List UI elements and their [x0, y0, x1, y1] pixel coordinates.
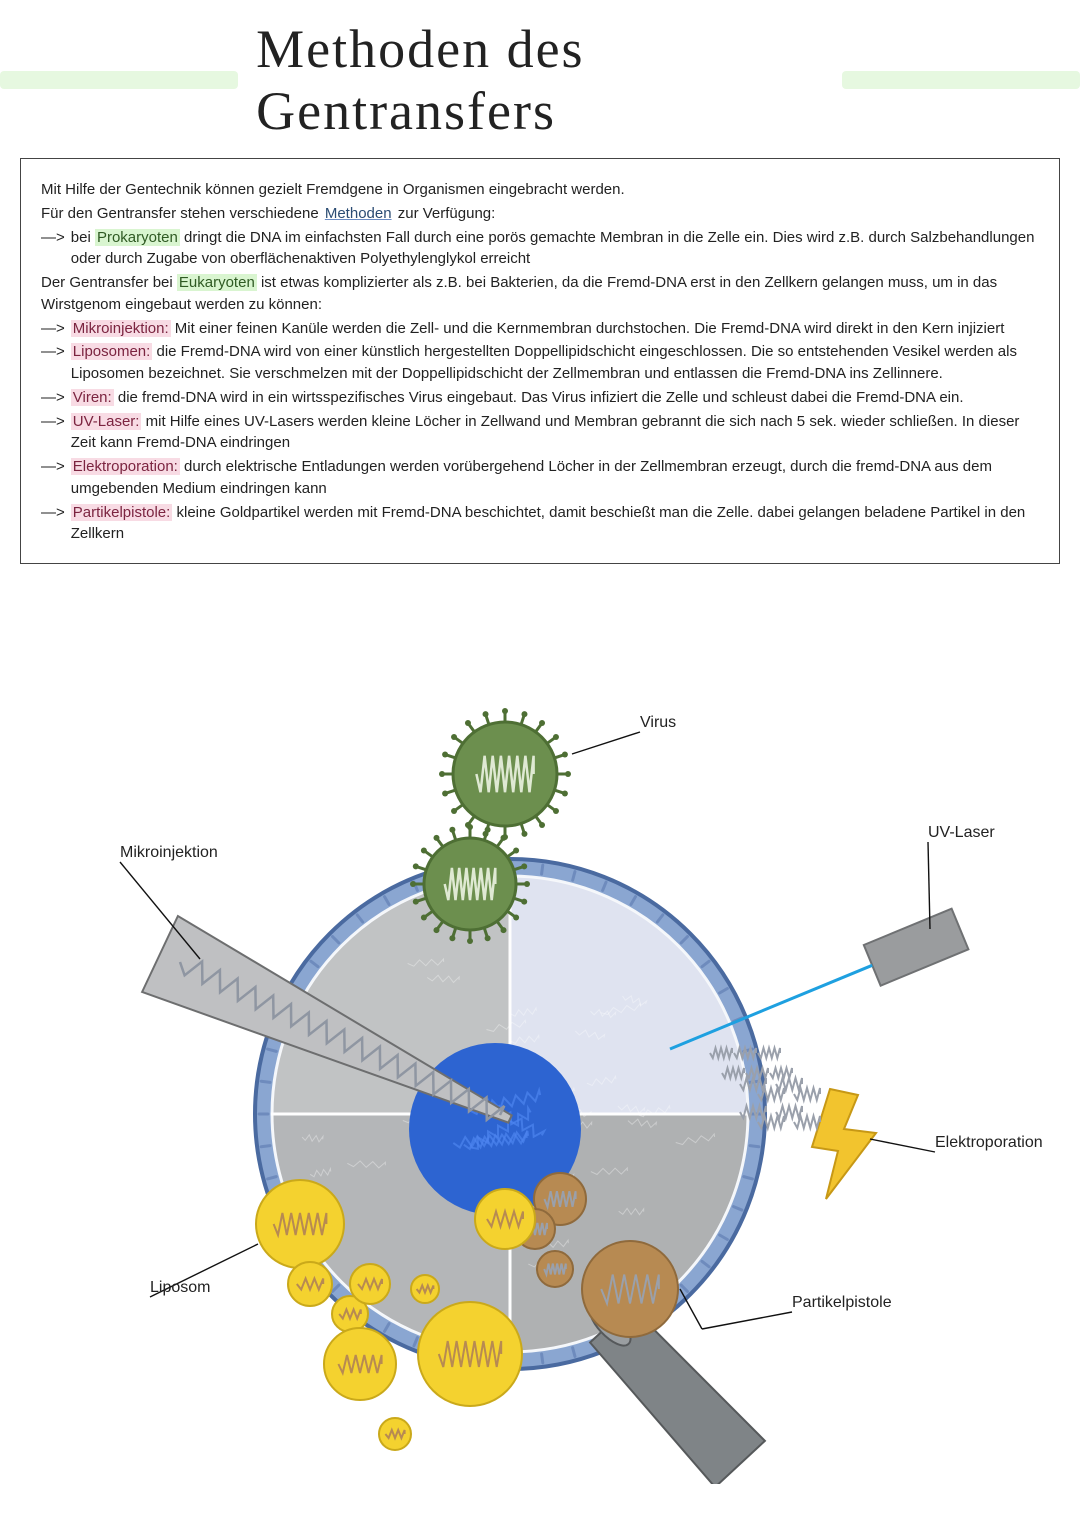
- method-text: kleine Goldpartikel werden mit Fremd-DNA…: [71, 504, 1026, 543]
- method-line: —> Liposomen: die Fremd-DNA wird von eine…: [41, 341, 1039, 385]
- arrow-icon: —>: [41, 387, 65, 409]
- arrow-icon: —>: [41, 502, 65, 546]
- method-hl: UV-Laser:: [71, 413, 142, 430]
- prokaryote-line: —> bei Prokaryoten dringt die DNA im ein…: [41, 227, 1039, 271]
- method-text: die fremd-DNA wird in ein wirtsspezifisc…: [114, 389, 964, 406]
- method-text: durch elektrische Entladungen werden vor…: [71, 458, 992, 497]
- intro-line-1: Mit Hilfe der Gentechnik können gezielt …: [41, 179, 1039, 201]
- method-text: Mit einer feinen Kanüle werden die Zell-…: [171, 320, 1005, 337]
- method-hl: Mikroinjektion:: [71, 320, 171, 337]
- intro2-b: zur Verfügung:: [394, 205, 496, 222]
- diagram-label: Mikroinjektion: [120, 844, 218, 862]
- arrow-icon: —>: [41, 411, 65, 455]
- euk-a: Der Gentransfer bei: [41, 274, 177, 291]
- arrow-icon: —>: [41, 318, 65, 340]
- method-line: —> Elektroporation: durch elektrische Ent…: [41, 456, 1039, 500]
- method-line: —> Viren: die fremd-DNA wird in ein wirts…: [41, 387, 1039, 409]
- diagram-gene-transfer: Virus UV-Laser Elektroporation Partikelpist…: [0, 584, 1080, 1484]
- intro2-a: Für den Gentransfer stehen verschiedene: [41, 205, 323, 222]
- arrow-icon: —>: [41, 227, 65, 271]
- method-text: die Fremd-DNA wird von einer künstlich h…: [71, 343, 1017, 382]
- title-band-left: [0, 71, 238, 89]
- arrow-icon: —>: [41, 341, 65, 385]
- method-hl: Partikelpistole:: [71, 504, 173, 521]
- diagram-label: Liposom: [150, 1279, 210, 1297]
- intro2-hl: Methoden: [323, 205, 394, 222]
- method-hl: Liposomen:: [71, 343, 153, 360]
- prok-b: dringt die DNA im einfachsten Fall durch…: [71, 229, 1035, 268]
- diagram-label: Partikelpistole: [792, 1294, 892, 1312]
- info-box: Mit Hilfe der Gentechnik können gezielt …: [20, 158, 1060, 564]
- arrow-icon: —>: [41, 456, 65, 500]
- diagram-label: Elektroporation: [935, 1134, 1043, 1152]
- method-hl: Viren:: [71, 389, 114, 406]
- prok-hl: Prokaryoten: [95, 229, 180, 246]
- method-line: —> UV-Laser: mit Hilfe eines UV-Lasers we…: [41, 411, 1039, 455]
- diagram-svg: [0, 584, 1080, 1484]
- prok-a: bei: [71, 229, 95, 246]
- page-title-row: Methoden des Gentransfers: [0, 18, 1080, 142]
- title-band-right: [842, 71, 1080, 89]
- diagram-label: Virus: [640, 714, 676, 732]
- intro-line-2: Für den Gentransfer stehen verschiedene …: [41, 203, 1039, 225]
- eukaryote-line: Der Gentransfer bei Eukaryoten ist etwas…: [41, 272, 1039, 316]
- method-text: mit Hilfe eines UV-Lasers werden kleine …: [71, 413, 1020, 452]
- page-title: Methoden des Gentransfers: [238, 18, 842, 142]
- method-line: —> Partikelpistole: kleine Goldpartikel w…: [41, 502, 1039, 546]
- method-line: —> Mikroinjektion: Mit einer feinen Kanül…: [41, 318, 1039, 340]
- euk-hl: Eukaryoten: [177, 274, 257, 291]
- method-hl: Elektroporation:: [71, 458, 180, 475]
- diagram-label: UV-Laser: [928, 824, 995, 842]
